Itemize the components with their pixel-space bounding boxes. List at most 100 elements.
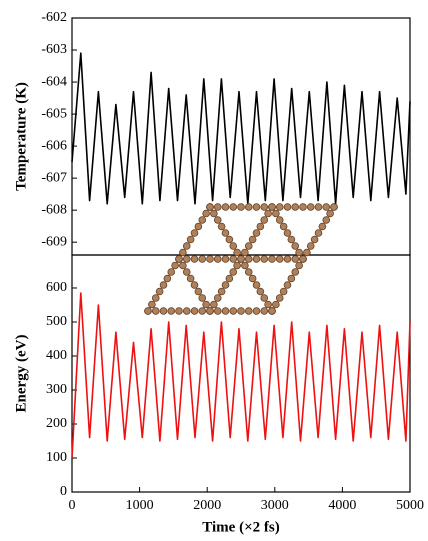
lattice-atom xyxy=(221,307,230,315)
lattice-atom xyxy=(213,203,222,211)
lattice-atom xyxy=(287,274,296,283)
lattice-atom xyxy=(318,222,327,231)
lattice-atom xyxy=(182,255,191,263)
lattice-atom xyxy=(229,268,238,276)
lattice-atom xyxy=(256,222,265,231)
lattice-atom xyxy=(233,248,241,257)
y-tick-label: 400 xyxy=(46,348,67,363)
lattice-atom xyxy=(322,216,331,224)
lattice-atom xyxy=(159,307,168,315)
lattice-atom xyxy=(182,268,191,276)
lattice-atom xyxy=(314,229,323,237)
lattice-atom xyxy=(144,307,152,315)
lattice-atom xyxy=(179,248,187,257)
lattice-atom xyxy=(155,287,164,296)
lattice-atom xyxy=(299,203,307,211)
lattice-atom xyxy=(272,300,280,309)
lattice-atom xyxy=(279,222,288,231)
lattice-atom xyxy=(264,300,272,309)
lattice-atom xyxy=(260,255,269,263)
lattice-atom xyxy=(190,281,199,289)
lattice-atom xyxy=(283,203,292,211)
lattice-atom xyxy=(260,294,269,302)
lattice-atom xyxy=(244,268,253,276)
lattice-atom xyxy=(244,242,253,250)
lattice-atom xyxy=(190,307,199,315)
lattice-atom xyxy=(206,203,214,211)
lattice-atom xyxy=(237,255,245,263)
lattice-atom xyxy=(268,307,276,315)
y-tick-label: 500 xyxy=(46,314,67,329)
lattice-atom xyxy=(264,209,272,218)
lattice-atom xyxy=(213,255,222,263)
lattice-atom xyxy=(198,255,207,263)
lattice-atom xyxy=(252,229,261,237)
lattice-atom xyxy=(241,261,249,270)
lattice-atom xyxy=(303,248,311,257)
lattice-atom xyxy=(252,203,261,211)
lattice-atom xyxy=(229,255,238,263)
y-tick-label: -605 xyxy=(41,106,67,121)
lattice-atom xyxy=(198,307,207,315)
lattice-atom xyxy=(229,242,238,250)
data-line xyxy=(71,292,411,459)
lattice-atom xyxy=(244,307,253,315)
lattice-atom xyxy=(225,274,234,283)
lattice-atom xyxy=(210,300,218,309)
lattice-atom xyxy=(221,255,230,263)
lattice-atom xyxy=(217,287,226,296)
lattice-atom xyxy=(198,294,207,302)
lattice-atom xyxy=(260,216,269,224)
lattice-atom xyxy=(182,242,191,250)
lattice-atom xyxy=(283,255,292,263)
data-line xyxy=(71,52,411,205)
lattice-atom xyxy=(268,255,276,263)
lattice-atom xyxy=(148,300,156,309)
lattice-atom xyxy=(186,235,195,244)
y-tick-label: -603 xyxy=(41,42,67,57)
lattice-atom xyxy=(202,209,210,218)
lattice-atom xyxy=(306,203,315,211)
lattice-atom xyxy=(151,294,160,302)
lattice-atom xyxy=(299,255,307,263)
lattice-atom xyxy=(326,209,334,218)
y-axis-label: Temperature (K) xyxy=(13,82,29,191)
lattice-atom xyxy=(179,261,187,270)
plot-frame xyxy=(71,17,411,256)
lattice-atom xyxy=(314,203,323,211)
y-tick-label: 100 xyxy=(46,450,67,465)
lattice-atom xyxy=(268,203,276,211)
lattice-atom xyxy=(260,307,269,315)
lattice-atom xyxy=(175,255,183,263)
x-tick-label: 0 xyxy=(69,498,76,513)
lattice-inset xyxy=(144,203,338,315)
lattice-atom xyxy=(190,229,199,237)
lattice-atom xyxy=(182,307,191,315)
lattice-atom xyxy=(206,255,214,263)
lattice-atom xyxy=(291,268,300,276)
lattice-atom xyxy=(221,203,230,211)
lattice-atom xyxy=(194,287,203,296)
lattice-atom xyxy=(194,222,203,231)
lattice-atom xyxy=(202,300,210,309)
lattice-atom xyxy=(217,222,226,231)
lattice-atom xyxy=(190,255,199,263)
y-tick-label: -607 xyxy=(41,170,67,185)
lattice-atom xyxy=(186,274,195,283)
lattice-atom xyxy=(275,255,284,263)
x-tick-label: 4000 xyxy=(328,498,356,513)
lattice-atom xyxy=(295,248,303,257)
lattice-atom xyxy=(256,287,265,296)
y-tick-label: 200 xyxy=(46,416,67,431)
lattice-atom xyxy=(248,274,257,283)
lattice-atom xyxy=(167,307,176,315)
lattice-atom xyxy=(310,235,319,244)
lattice-atom xyxy=(237,203,245,211)
x-axis-label: Time (×2 fs) xyxy=(202,519,279,535)
lattice-atom xyxy=(322,203,331,211)
lattice-atom xyxy=(221,229,230,237)
lattice-atom xyxy=(291,242,300,250)
lattice-atom xyxy=(213,216,222,224)
lattice-atom xyxy=(198,216,207,224)
